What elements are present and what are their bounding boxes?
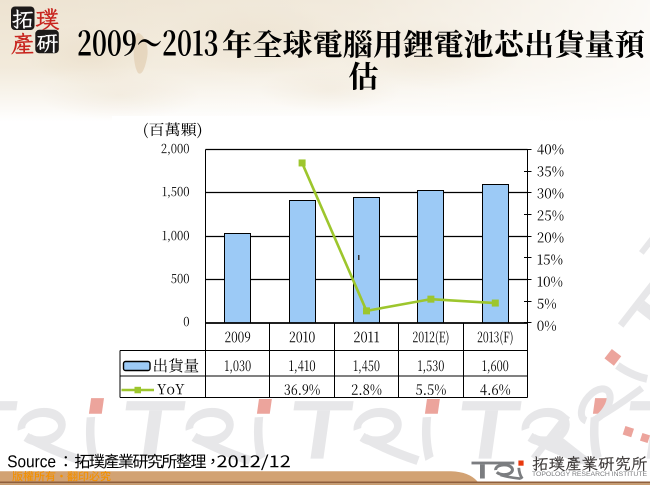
svg-text:TOPOLOGY RESEARCH INSTITUTE: TOPOLOGY RESEARCH INSTITUTE — [532, 471, 647, 478]
